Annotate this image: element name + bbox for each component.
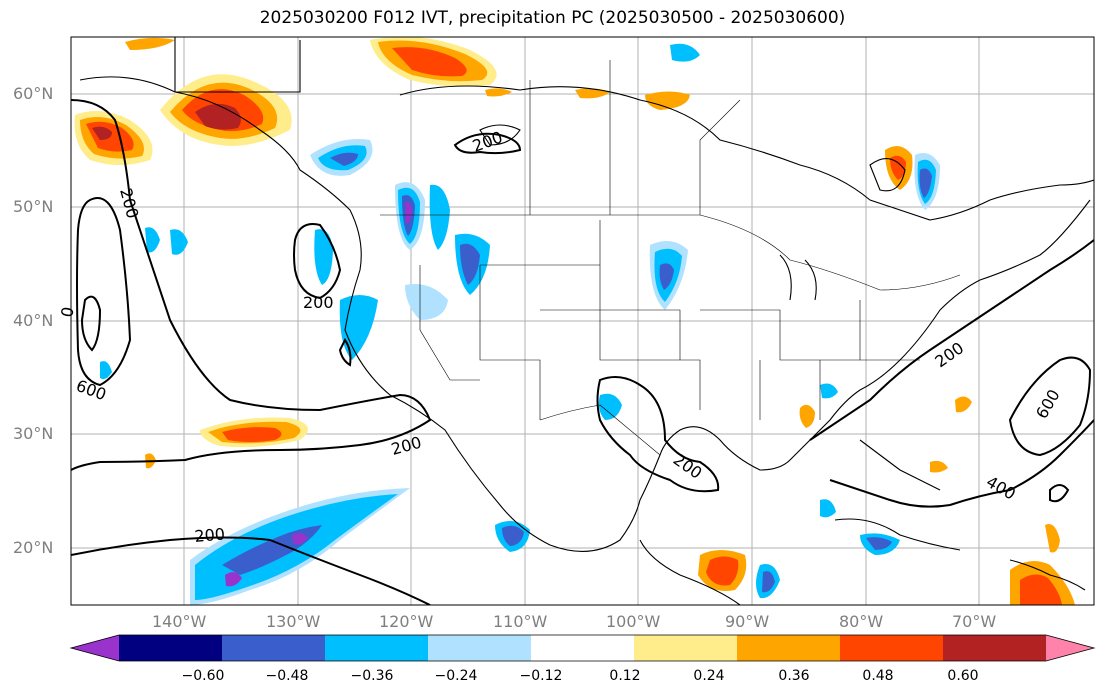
colorbar-tick-label: −0.24 bbox=[434, 668, 478, 684]
colorbar-segment bbox=[943, 635, 1047, 661]
contour-label: 200 bbox=[303, 293, 334, 312]
colorbar-segment bbox=[325, 635, 429, 661]
lon-label: 120°W bbox=[379, 612, 434, 631]
lon-label: 130°W bbox=[266, 612, 321, 631]
political-borders bbox=[380, 60, 961, 456]
lat-label: 20°N bbox=[13, 538, 54, 557]
lon-label: 90°W bbox=[725, 612, 770, 631]
colorbar-tick-label: −0.48 bbox=[265, 668, 309, 684]
lat-label: 30°N bbox=[13, 424, 54, 443]
colorbar-segment bbox=[840, 635, 944, 661]
map-border bbox=[70, 36, 1095, 606]
lat-label: 40°N bbox=[13, 311, 54, 330]
colorbar bbox=[69, 634, 1096, 662]
precip-negative-areas bbox=[100, 43, 940, 605]
lon-label: 140°W bbox=[152, 612, 207, 631]
lat-label: 50°N bbox=[13, 197, 54, 216]
colorbar-tick-label: 0.48 bbox=[862, 668, 894, 684]
lon-label: 110°W bbox=[493, 612, 548, 631]
colorbar-segment bbox=[737, 635, 841, 661]
colorbar-tick-label: 0.12 bbox=[609, 668, 641, 684]
contour-labels: 200 200 200 200 200 200 200 400 600 600 … bbox=[57, 127, 1064, 546]
colorbar-segment bbox=[119, 635, 223, 661]
lon-label: 100°W bbox=[606, 612, 661, 631]
colorbar-tick-label: −0.60 bbox=[181, 668, 225, 684]
lon-label: 70°W bbox=[952, 612, 997, 631]
colorbar-tick-label: 0.36 bbox=[778, 668, 810, 684]
colorbar-tick-label: 0.60 bbox=[947, 668, 979, 684]
colorbar-segment bbox=[634, 635, 738, 661]
lat-label: 60°N bbox=[13, 84, 54, 103]
ivt-contours bbox=[71, 99, 1094, 605]
colorbar-tick-label: −0.12 bbox=[519, 668, 563, 684]
colorbar-extend-high bbox=[1046, 635, 1094, 661]
contour-label: 0 bbox=[57, 305, 77, 318]
contour-label: 200 bbox=[194, 524, 226, 546]
map-title: 2025030200 F012 IVT, precipitation PC (2… bbox=[259, 8, 846, 28]
colorbar-tick-label: −0.36 bbox=[350, 668, 394, 684]
colorbar-segment bbox=[428, 635, 532, 661]
colorbar-extend-low bbox=[71, 635, 119, 661]
colorbar-segment bbox=[531, 635, 635, 661]
colorbar-tick-label: 0.24 bbox=[693, 668, 725, 684]
colorbar-segment bbox=[222, 635, 326, 661]
lon-label: 80°W bbox=[839, 612, 884, 631]
